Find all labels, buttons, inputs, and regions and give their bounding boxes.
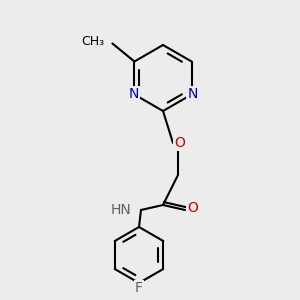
Text: O: O — [188, 201, 198, 215]
Text: HN: HN — [110, 203, 131, 217]
Text: N: N — [128, 88, 139, 101]
Text: F: F — [135, 281, 143, 295]
Text: N: N — [188, 88, 198, 101]
Text: CH₃: CH₃ — [81, 35, 104, 48]
Text: O: O — [175, 136, 185, 150]
